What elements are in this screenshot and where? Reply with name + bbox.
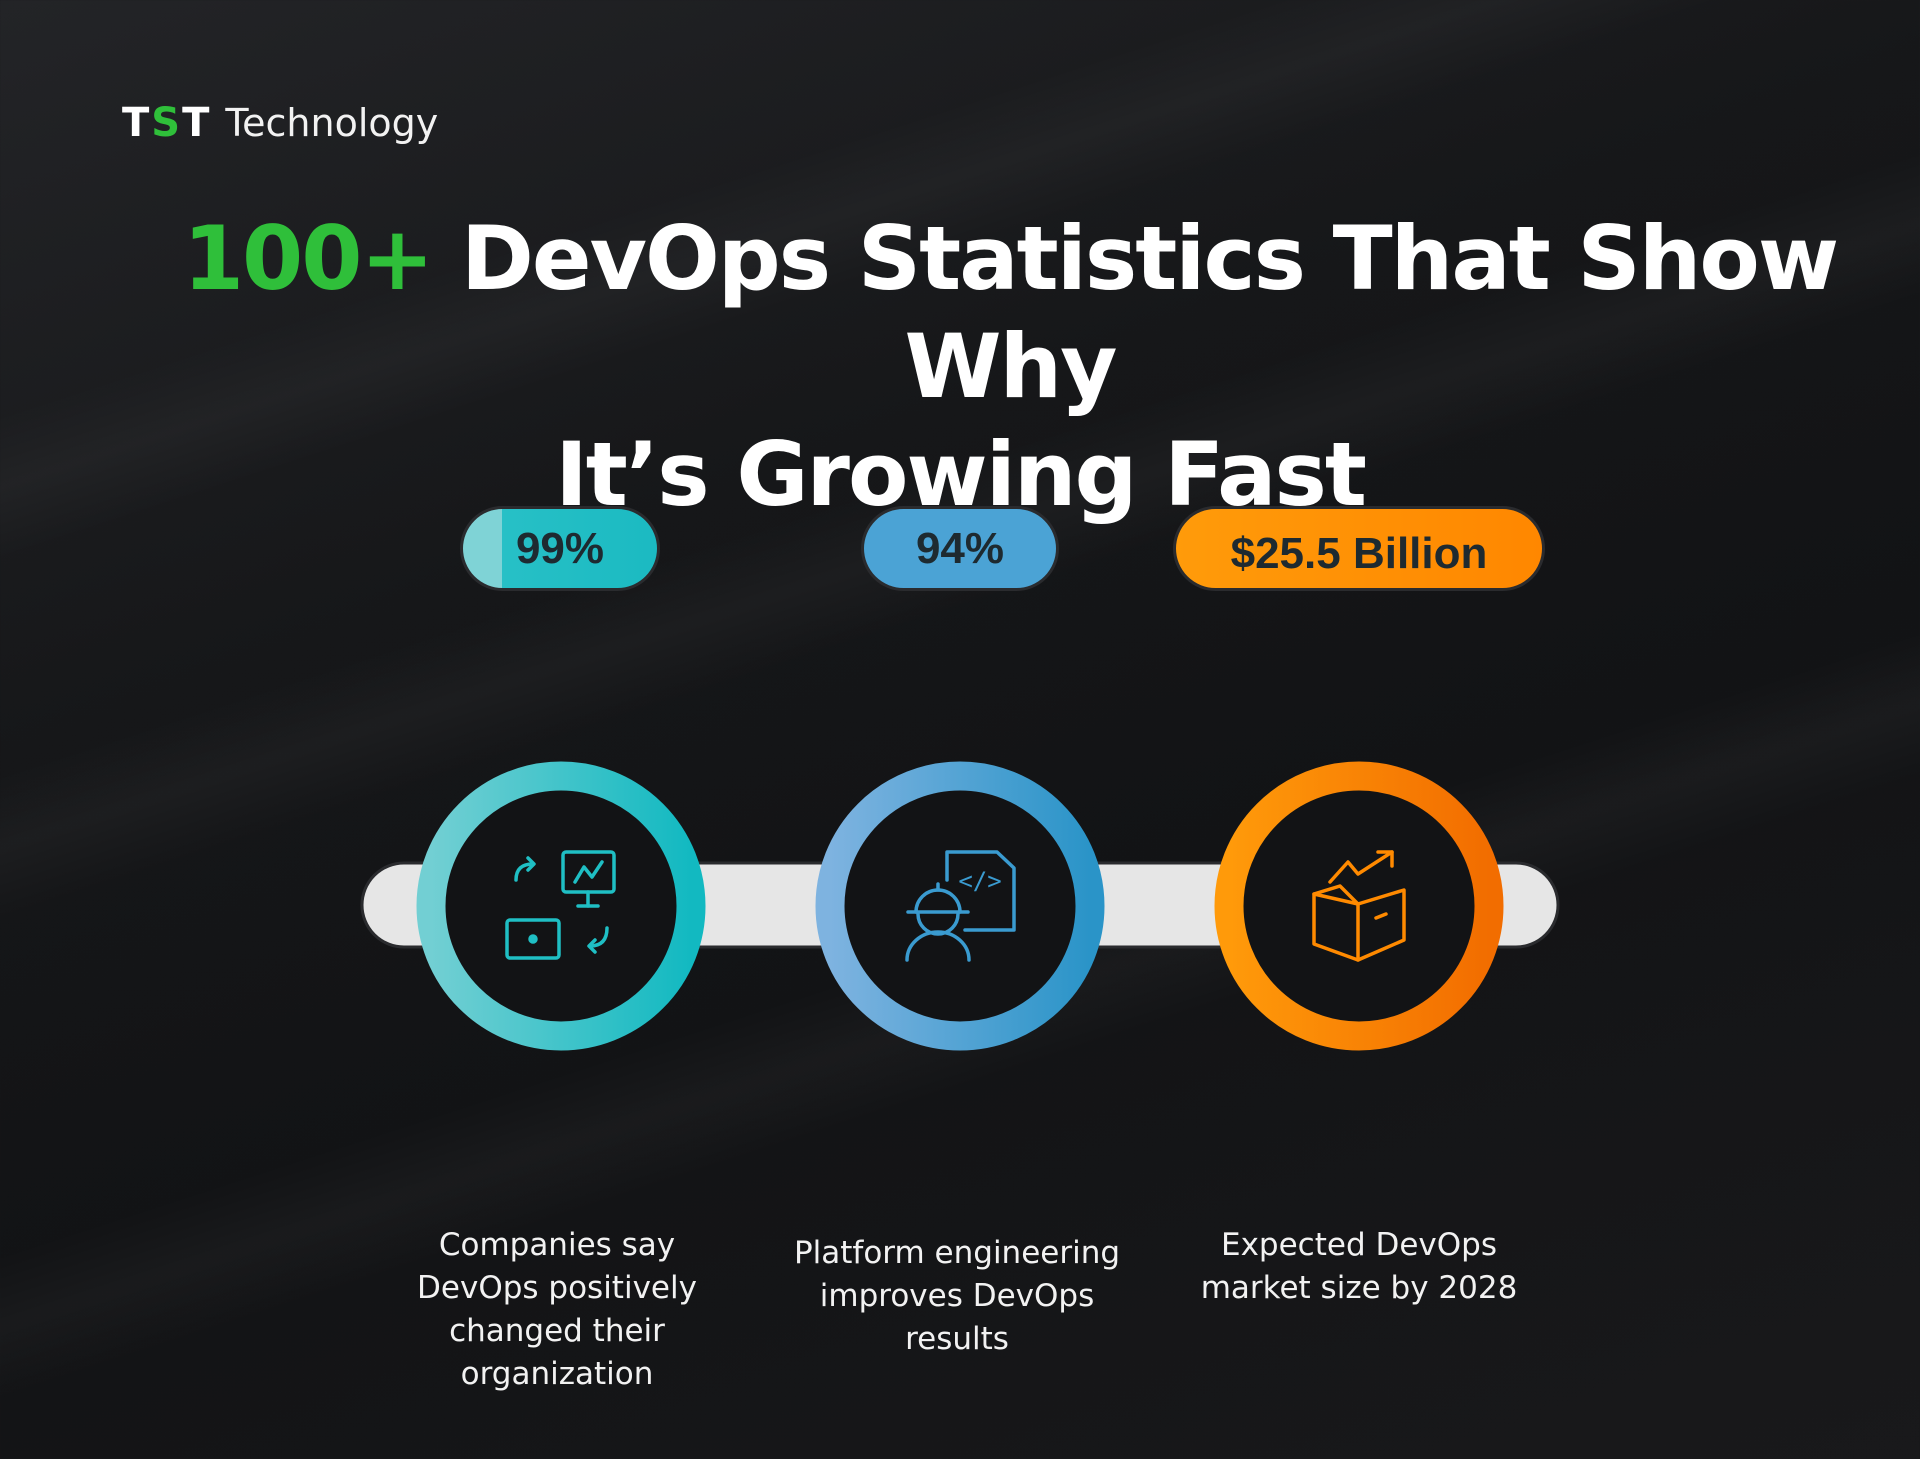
- stat-badge-3: $25.5 Billion: [1173, 506, 1545, 591]
- logo-text: Technology: [225, 101, 439, 145]
- stat-badge-1: 99%: [460, 506, 660, 591]
- brand-logo: TST Technology: [122, 100, 438, 146]
- stat-description-3: Expected DevOps market size by 2028: [1200, 1227, 1518, 1306]
- title-highlight: 100+: [182, 207, 434, 310]
- stat-badge-2: 94%: [861, 506, 1059, 591]
- logo-mark: TST: [122, 100, 212, 146]
- engineer-code-icon: </>: [905, 850, 1016, 962]
- title-line1: DevOps Statistics That Show Why: [432, 207, 1839, 418]
- growth-box-icon: [1312, 850, 1406, 962]
- stat-node-3: [1214, 649, 1504, 1163]
- devops-cycle-icon: [505, 850, 616, 960]
- stat-node-2: </>: [815, 649, 1105, 1163]
- svg-text:</>: </>: [958, 867, 1001, 895]
- stat-node-1: [416, 649, 706, 1163]
- stat-description-1: Companies say DevOps positively changed …: [417, 1227, 697, 1392]
- stat-description-2: Platform engineering improves DevOps res…: [793, 1235, 1121, 1357]
